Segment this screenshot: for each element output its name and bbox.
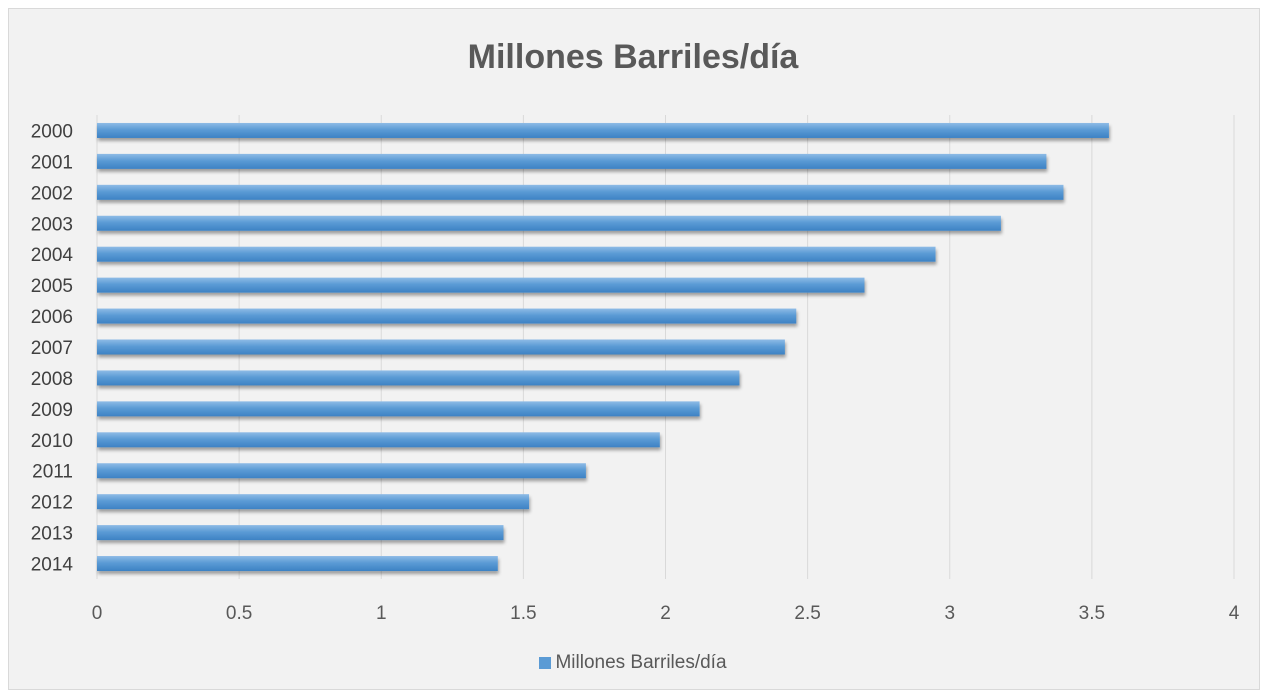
y-tick-label: 2014 (31, 555, 74, 576)
bar (97, 556, 498, 572)
x-tick-label: 1.5 (510, 603, 536, 624)
x-tick-label: 4 (1229, 603, 1240, 624)
bar (97, 277, 865, 293)
y-tick-label: 2005 (31, 276, 73, 297)
legend: Millones Barriles/día (0, 652, 1266, 674)
bar (97, 215, 1001, 231)
y-tick-label: 2012 (31, 493, 73, 514)
bar (97, 339, 785, 355)
y-tick-label: 2003 (31, 214, 73, 235)
bar (97, 246, 936, 262)
bar (97, 153, 1047, 169)
y-tick-label: 2000 (31, 121, 73, 142)
bar (97, 401, 700, 417)
y-tick-label: 2008 (31, 369, 73, 390)
bar (97, 463, 586, 479)
x-tick-label: 2 (660, 603, 671, 624)
bar (97, 432, 660, 448)
y-tick-label: 2004 (31, 245, 74, 266)
x-tick-label: 3.5 (1079, 603, 1105, 624)
chart-title: Millones Barriles/día (467, 38, 799, 76)
y-tick-label: 2007 (31, 338, 73, 359)
legend-label: Millones Barriles/día (555, 652, 727, 673)
y-tick-label: 2011 (32, 462, 73, 483)
bar (97, 184, 1064, 200)
y-tick-label: 2009 (31, 400, 73, 421)
legend-swatch (539, 657, 552, 669)
y-tick-label: 2006 (31, 307, 73, 328)
bar (97, 525, 504, 541)
x-tick-label: 0 (92, 603, 103, 624)
y-tick-label: 2001 (31, 152, 73, 173)
bar (97, 308, 797, 324)
bar (97, 370, 740, 386)
x-tick-label: 0.5 (226, 603, 252, 624)
bar (97, 494, 530, 510)
x-tick-label: 1 (376, 603, 387, 624)
x-tick-label: 3 (944, 603, 955, 624)
bar (97, 122, 1109, 138)
x-tick-label: 2.5 (794, 603, 820, 624)
y-tick-label: 2013 (31, 524, 73, 545)
y-tick-label: 2002 (31, 183, 73, 204)
y-tick-label: 2010 (31, 431, 73, 452)
